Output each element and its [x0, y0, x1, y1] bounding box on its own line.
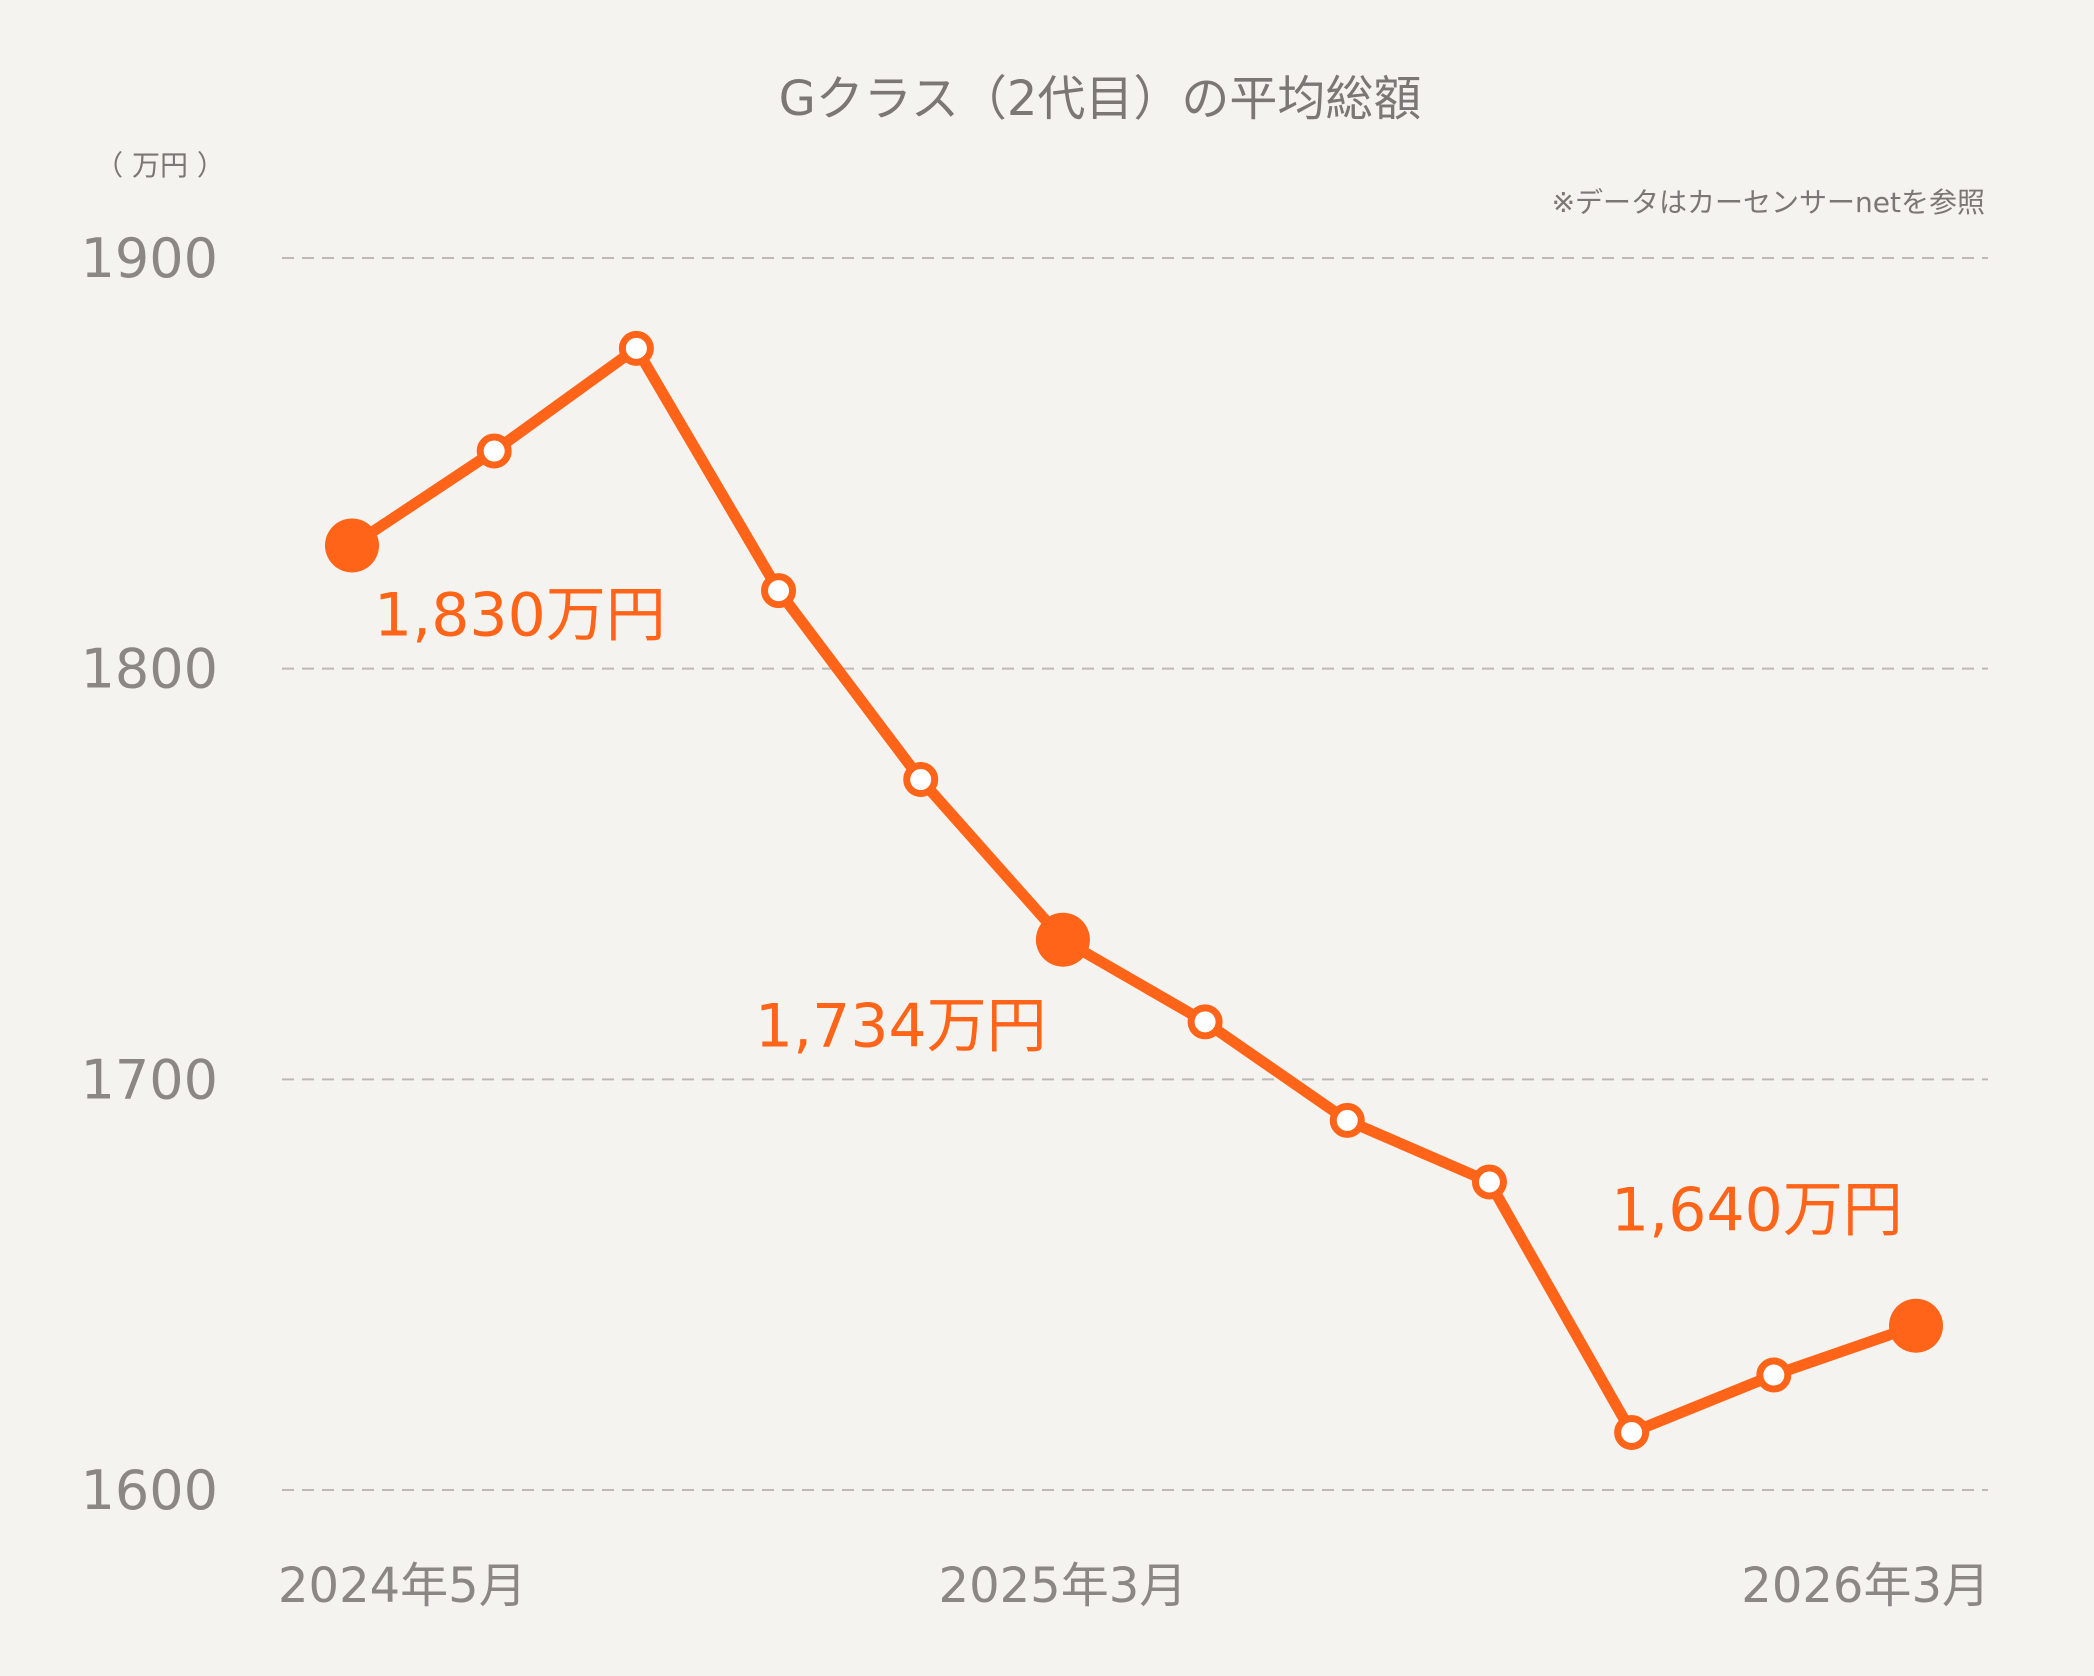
data-label: 1,640万円	[1611, 1176, 1903, 1246]
x-tick-label: 2025年3月	[939, 1558, 1188, 1614]
highlight-point	[1035, 912, 1090, 967]
y-axis-ticks: 1900 1800 1700 1600	[81, 227, 218, 1522]
highlight-point	[1889, 1298, 1943, 1353]
x-axis-ticks: 2024年5月 2025年3月 2026年3月	[278, 1558, 1990, 1614]
data-point	[903, 762, 939, 798]
y-unit-label: （ 万円 ）	[95, 149, 225, 182]
data-label: 1,734万円	[755, 992, 1047, 1062]
data-point	[1187, 1004, 1223, 1040]
y-tick-label: 1900	[81, 227, 218, 290]
data-point	[761, 573, 797, 609]
marker-layer	[325, 330, 1943, 1451]
data-label: 1,830万円	[374, 580, 666, 650]
data-point	[1329, 1102, 1365, 1138]
data-point	[618, 330, 654, 366]
y-tick-label: 1700	[81, 1048, 218, 1111]
series-line	[346, 342, 1922, 1439]
data-point	[476, 433, 512, 469]
x-tick-label: 2026年3月	[1741, 1558, 1990, 1614]
series-line-layer	[346, 342, 1922, 1439]
y-tick-label: 1800	[81, 638, 218, 701]
highlight-point	[325, 518, 379, 573]
y-tick-label: 1600	[81, 1459, 218, 1522]
x-tick-label: 2024年5月	[278, 1558, 527, 1614]
chart-title: Gクラス（2代目）の平均総額	[779, 71, 1422, 127]
data-point	[1614, 1415, 1650, 1451]
source-note: ※データはカーセンサーnetを参照	[1552, 186, 1985, 219]
grid-layer	[282, 257, 1988, 1491]
data-point	[1756, 1357, 1792, 1393]
data-point	[1471, 1164, 1507, 1200]
data-label-layer: 1,830万円 1,734万円 1,640万円	[374, 580, 1903, 1245]
